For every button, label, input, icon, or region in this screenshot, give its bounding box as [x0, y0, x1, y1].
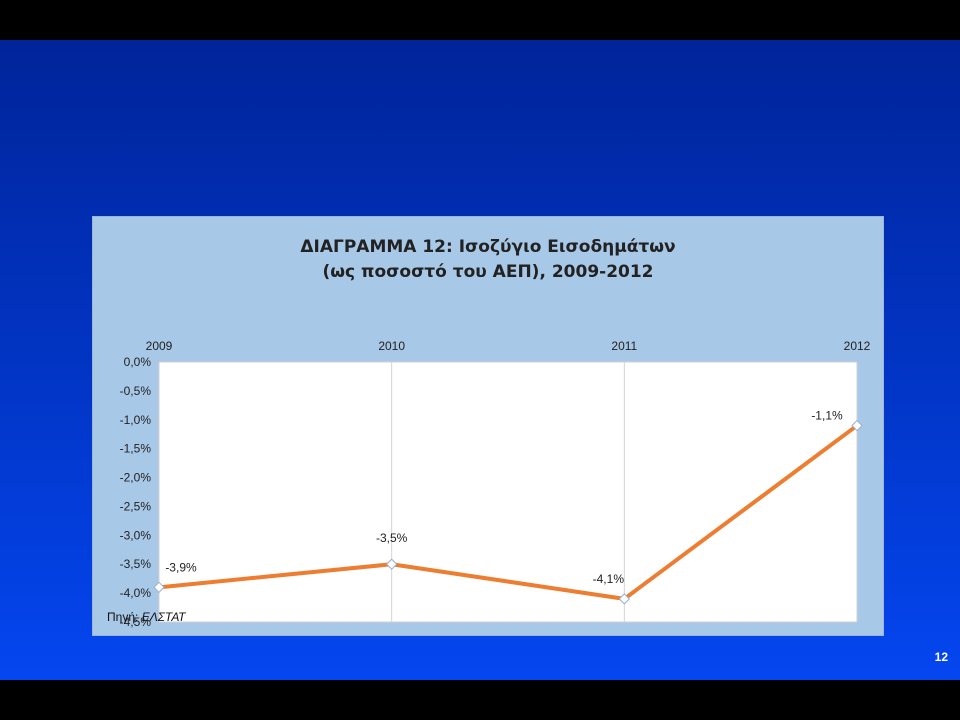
data-point-marker — [618, 593, 631, 605]
y-tick-label: -4,0% — [120, 586, 152, 600]
line-chart: 0,0%-0,5%-1,0%-1,5%-2,0%-2,5%-3,0%-3,5%-… — [120, 339, 871, 629]
x-tick-label: 2009 — [146, 339, 173, 353]
chart-panel: ΔΙΑΓΡΑΜΜΑ 12: Ισοζύγιο Εισοδημάτων (ως π… — [92, 216, 884, 636]
data-label: -1,1% — [811, 409, 843, 423]
chart-title-line1: ΔΙΑΓΡΑΜΜΑ 12: Ισοζύγιο Εισοδημάτων — [300, 237, 676, 257]
data-point-marker — [153, 581, 165, 594]
y-tick-label: -0,5% — [120, 384, 152, 398]
page-number: 12 — [934, 650, 948, 664]
y-tick-label: -1,5% — [120, 442, 152, 456]
data-label: -4,1% — [593, 572, 625, 586]
x-tick-label: 2011 — [611, 339, 637, 353]
data-point-marker — [385, 558, 398, 570]
chart-title-line2: (ως ποσοστό του ΑΕΠ), 2009-2012 — [322, 262, 654, 282]
y-tick-label: -3,5% — [120, 557, 152, 571]
plot-area — [158, 361, 858, 623]
y-tick-label: -3,0% — [120, 528, 152, 542]
source-label: Πηγή: — [107, 610, 139, 624]
y-tick-label: -4,5% — [120, 615, 152, 629]
data-label: -3,9% — [165, 560, 197, 574]
data-label: -3,5% — [376, 531, 408, 545]
x-tick-label: 2010 — [378, 339, 405, 353]
y-tick-label: -1,0% — [120, 413, 152, 427]
x-tick-label: 2012 — [844, 339, 871, 353]
series-line — [157, 423, 859, 601]
source-value: ΕΛΣΤΑΤ — [141, 610, 186, 624]
data-point-marker — [851, 419, 863, 432]
y-tick-label: -2,0% — [120, 471, 152, 485]
chart-title: ΔΙΑΓΡΑΜΜΑ 12: Ισοζύγιο Εισοδημάτων (ως π… — [93, 235, 883, 285]
y-tick-label: 0,0% — [124, 355, 152, 369]
slide: ΔΙΑΓΡΑΜΜΑ 12: Ισοζύγιο Εισοδημάτων (ως π… — [0, 40, 960, 680]
y-tick-label: -2,5% — [120, 499, 152, 513]
source-note: Πηγή: ΕΛΣΤΑΤ — [107, 610, 186, 624]
